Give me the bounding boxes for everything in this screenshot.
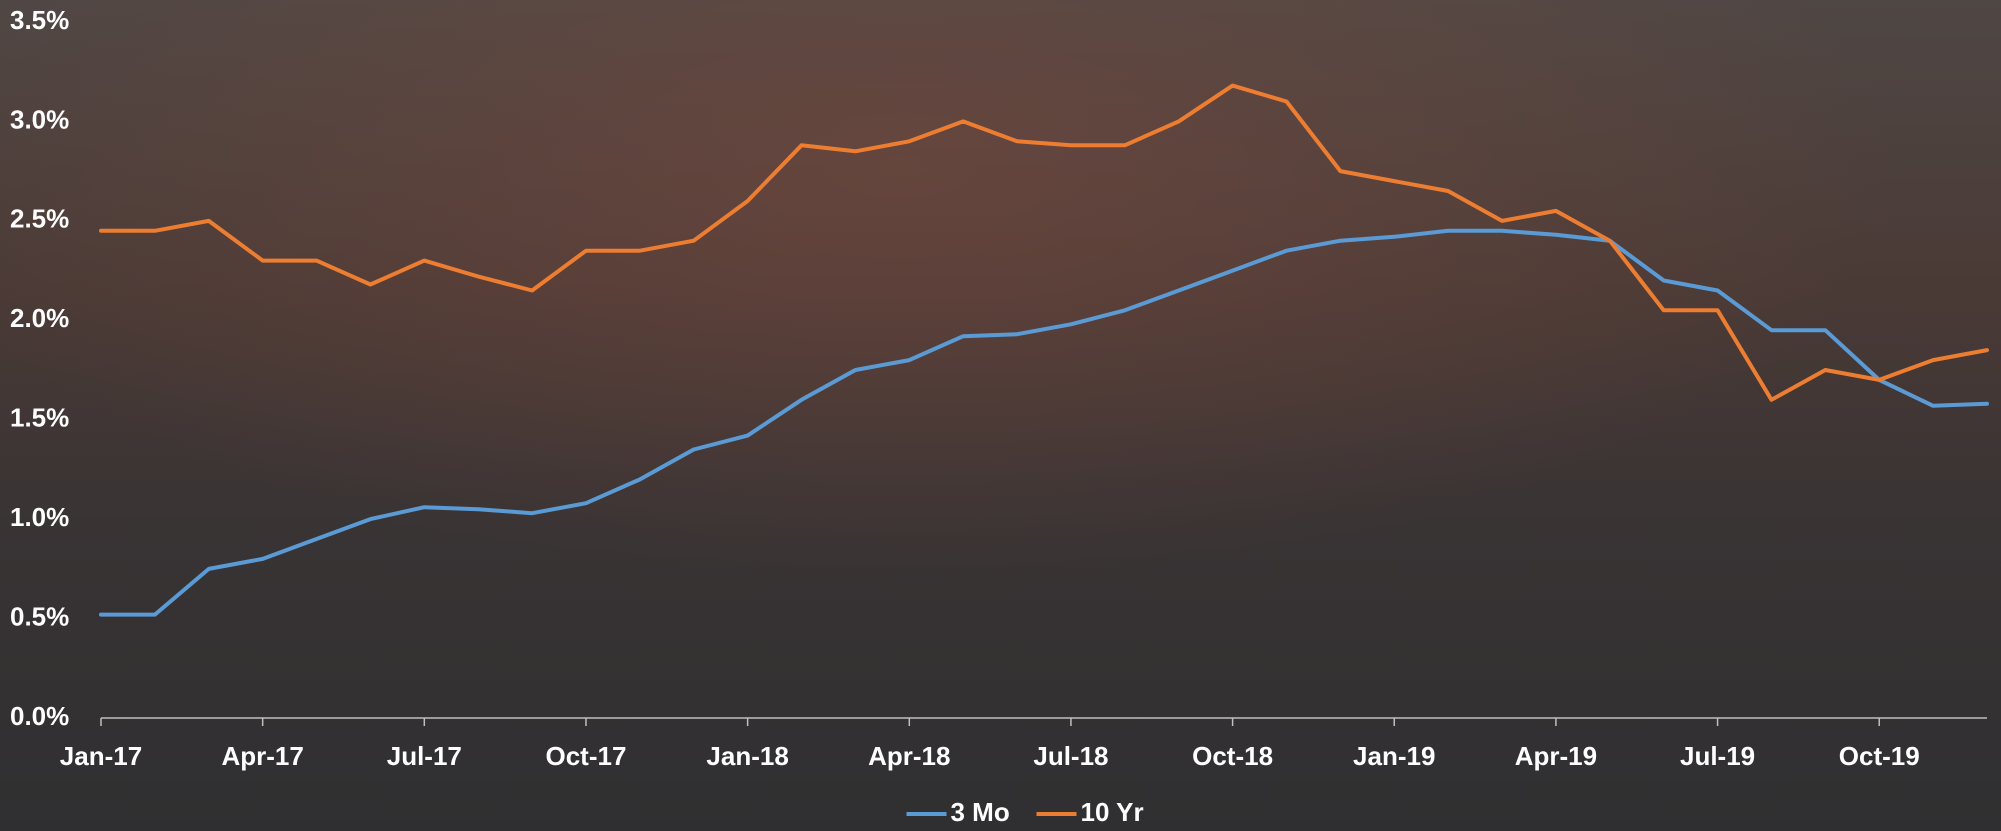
x-tick-label: Jul-19	[1680, 741, 1755, 771]
y-tick-label: 2.5%	[10, 204, 69, 234]
y-tick-label: 1.0%	[10, 502, 69, 532]
x-tick-label: Jul-17	[387, 741, 462, 771]
x-tick-label: Oct-17	[546, 741, 627, 771]
y-tick-label: 3.5%	[10, 5, 69, 35]
x-tick-label: Jan-17	[60, 741, 142, 771]
y-tick-label: 0.5%	[10, 601, 69, 631]
x-tick-label: Apr-17	[221, 741, 303, 771]
y-tick-label: 2.0%	[10, 303, 69, 333]
x-tick-label: Oct-19	[1839, 741, 1920, 771]
y-tick-label: 3.0%	[10, 104, 69, 134]
legend-label: 3 Mo	[951, 797, 1010, 827]
x-tick-label: Jul-18	[1033, 741, 1108, 771]
x-tick-label: Apr-19	[1515, 741, 1597, 771]
chart: 0.0% 0.5% 1.0% 1.5% 2.0% 2.5% 3.0% 3.5% Jan-17 Ap…	[0, 0, 2001, 831]
legend-label: 10 Yr	[1081, 797, 1144, 827]
y-tick-label: 0.0%	[10, 701, 69, 731]
page: {"chart_data": { "type": "line", "catego…	[0, 0, 2001, 831]
x-tick-label: Jan-18	[706, 741, 788, 771]
background-glow	[0, 0, 2001, 831]
y-tick-label: 1.5%	[10, 403, 69, 433]
x-tick-label: Jan-19	[1353, 741, 1435, 771]
x-tick-label: Apr-18	[868, 741, 950, 771]
x-tick-label: Oct-18	[1192, 741, 1273, 771]
